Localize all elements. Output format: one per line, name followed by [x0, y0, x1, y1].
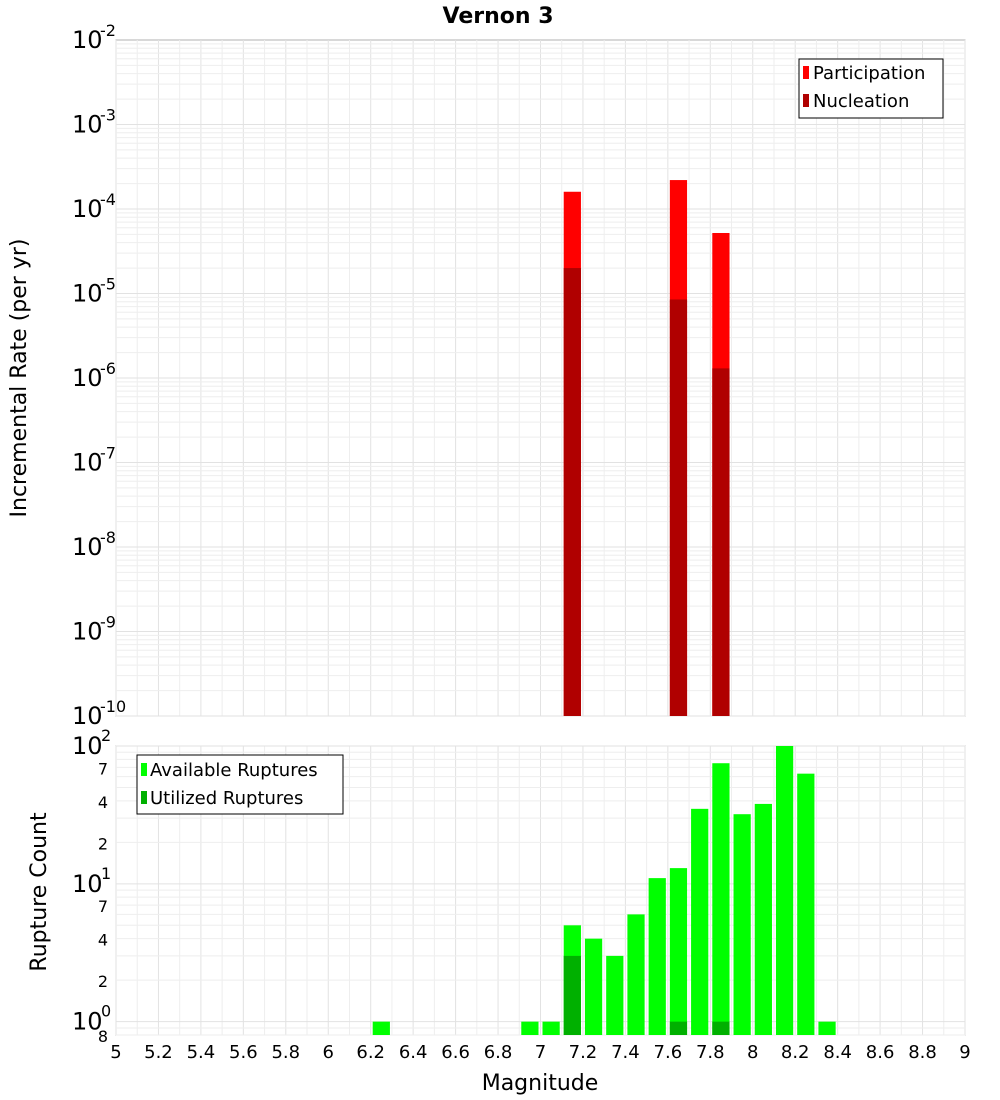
- bottom-available-ruptures-bar: [712, 763, 730, 1035]
- top-y-tick-label: 10: [72, 364, 103, 392]
- bottom-available-ruptures-bar: [521, 1021, 539, 1035]
- top-y-tick-exponent: -7: [100, 444, 116, 463]
- chart-title: Vernon 3: [443, 4, 554, 29]
- top-y-tick-label: 10: [72, 449, 103, 477]
- bottom-y-tick-exponent: 0: [101, 1002, 111, 1021]
- top-nucleation-bar: [563, 268, 581, 716]
- bottom-y-tick-label: 10: [72, 732, 103, 760]
- bottom-legend-box: [136, 754, 344, 815]
- bottom-available-ruptures-bar: [584, 938, 603, 1035]
- x-tick-label: 7.8: [696, 1042, 725, 1063]
- bottom-y-tick-label: 10: [72, 1008, 103, 1036]
- bottom-y-minor-tick-label: 7: [98, 897, 108, 916]
- x-tick-label: 8.8: [908, 1042, 937, 1063]
- x-tick-label: 6: [323, 1042, 334, 1063]
- bottom-y-minor-tick-label: 4: [98, 931, 108, 950]
- legend-swatch-utilized-ruptures: [141, 791, 147, 804]
- bottom-y-minor-tick-label: 2: [98, 834, 108, 853]
- top-legend: Participation Nucleation: [798, 58, 944, 119]
- bottom-y-tick-exponent: 1: [101, 864, 111, 883]
- x-tick-label: 5.8: [271, 1042, 300, 1063]
- bottom-utilized-ruptures-bar: [563, 955, 581, 1035]
- top-bars: [563, 180, 730, 717]
- legend-label-nucleation: Nucleation: [813, 91, 909, 112]
- top-y-axis-label: Incremental Rate (per yr): [7, 239, 32, 518]
- legend-swatch-participation: [803, 66, 809, 79]
- bottom-available-ruptures-bar: [797, 773, 815, 1035]
- x-axis-label: Magnitude: [482, 1071, 599, 1096]
- x-tick-label: 6.8: [484, 1042, 513, 1063]
- bottom-y-minor-tick-label: 8: [98, 1027, 108, 1046]
- top-grid: [115, 40, 966, 717]
- x-tick-label: 7.6: [654, 1042, 683, 1063]
- x-tick-label: 6.2: [356, 1042, 385, 1063]
- x-tick-label: 7.4: [611, 1042, 640, 1063]
- top-y-tick-label: 10: [72, 533, 103, 561]
- x-tick-label: 6.6: [441, 1042, 470, 1063]
- bottom-y-minor-tick-label: 2: [98, 972, 108, 991]
- bottom-legend: Available Ruptures Utilized Ruptures: [136, 754, 344, 815]
- x-tick-label: 5: [110, 1042, 121, 1063]
- bottom-y-tick-label: 10: [72, 870, 103, 898]
- bottom-y-minor-tick-label: 7: [98, 759, 108, 778]
- bottom-available-ruptures-bar: [818, 1021, 836, 1035]
- top-y-tick-label: 10: [72, 702, 103, 730]
- bottom-available-ruptures-bar: [775, 746, 794, 1035]
- top-legend-box: [798, 58, 944, 119]
- legend-label-participation: Participation: [813, 63, 925, 84]
- top-y-tick-label: 10: [72, 280, 103, 308]
- top-y-tick-label: 10: [72, 111, 103, 139]
- x-tick-label: 7: [535, 1042, 546, 1063]
- bottom-available-ruptures-bar: [372, 1021, 390, 1035]
- top-y-tick-exponent: -6: [100, 359, 116, 378]
- bottom-y-axis-label: Rupture Count: [27, 812, 52, 972]
- x-tick-label: 6.4: [399, 1042, 428, 1063]
- legend-swatch-available-ruptures: [141, 763, 147, 776]
- top-nucleation-bar: [669, 299, 688, 716]
- x-tick-label: 8.6: [866, 1042, 895, 1063]
- bottom-available-ruptures-bar: [754, 803, 772, 1035]
- x-tick-label: 5.2: [144, 1042, 173, 1063]
- bottom-available-ruptures-bar: [691, 808, 709, 1035]
- top-y-tick-exponent: -9: [100, 613, 116, 632]
- top-y-tick-label: 10: [72, 195, 103, 223]
- x-tick-label: 9: [959, 1042, 970, 1063]
- top-y-tick-exponent: -4: [100, 190, 116, 209]
- top-y-tick-exponent: -8: [100, 528, 116, 547]
- bottom-available-ruptures-bar: [733, 814, 751, 1035]
- legend-label-available-ruptures: Available Ruptures: [150, 760, 318, 781]
- bottom-available-ruptures-bar: [542, 1021, 560, 1035]
- x-tick-label: 8: [747, 1042, 758, 1063]
- top-y-tick-exponent: -5: [100, 275, 116, 294]
- bottom-available-ruptures-bar: [606, 955, 624, 1035]
- bottom-y-tick-exponent: 2: [101, 726, 111, 745]
- x-tick-label: 8.2: [781, 1042, 810, 1063]
- bottom-available-ruptures-bar: [648, 878, 666, 1035]
- x-tick-label: 5.4: [187, 1042, 216, 1063]
- top-nucleation-bar: [712, 368, 730, 716]
- bottom-y-minor-tick-label: 4: [98, 793, 108, 812]
- bottom-utilized-ruptures-bar: [669, 1021, 688, 1035]
- legend-label-utilized-ruptures: Utilized Ruptures: [150, 788, 303, 809]
- legend-swatch-nucleation: [803, 94, 809, 107]
- top-y-tick-exponent: -2: [100, 21, 116, 40]
- x-tick-label: 5.6: [229, 1042, 258, 1063]
- bottom-bars: [372, 746, 836, 1035]
- top-y-tick-label: 10: [72, 618, 103, 646]
- x-tick-label: 8.4: [823, 1042, 852, 1063]
- top-y-tick-exponent: -3: [100, 106, 116, 125]
- top-y-tick-label: 10: [72, 26, 103, 54]
- bottom-available-ruptures-bar: [627, 914, 645, 1035]
- x-tick-label: 7.2: [569, 1042, 598, 1063]
- top-y-tick-exponent: -10: [100, 697, 126, 716]
- bottom-utilized-ruptures-bar: [712, 1021, 730, 1035]
- bottom-available-ruptures-bar: [669, 868, 688, 1035]
- x-ticks: 5 5.2 5.4 5.6 5.8 6 6.2 6.4 6.6 6.8 7 7.2 7.4 7.6 7.8 8…: [110, 1042, 970, 1063]
